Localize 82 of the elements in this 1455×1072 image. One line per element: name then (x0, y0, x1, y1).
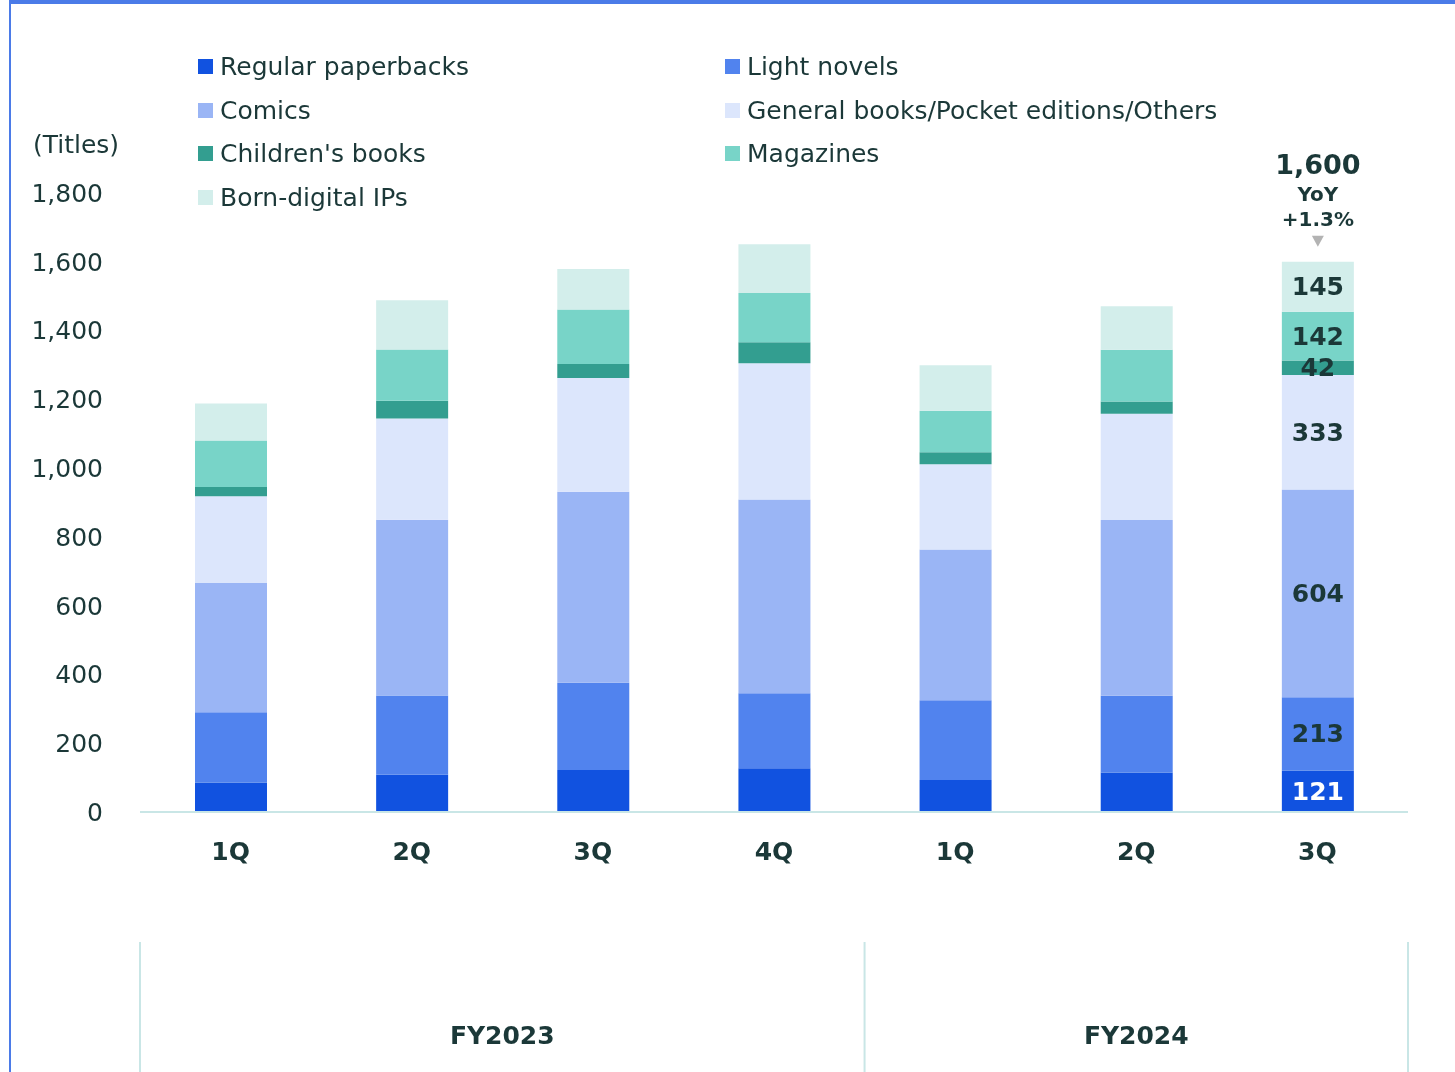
data-label: 145 (1291, 272, 1344, 302)
bar (738, 693, 811, 769)
bar (557, 378, 630, 492)
bar (1100, 401, 1173, 414)
x-tick-label: 3Q (573, 836, 613, 866)
bar (195, 440, 267, 488)
bar (195, 782, 267, 812)
bar (1100, 520, 1173, 696)
x-tick-label: 2Q (392, 836, 432, 866)
bar (919, 549, 992, 701)
x-tick-label: 1Q (211, 836, 250, 866)
data-label: 333 (1291, 417, 1344, 447)
data-label: 213 (1291, 719, 1344, 749)
legend-label: Regular paperbacks (220, 52, 469, 82)
legend-label: Comics (220, 95, 311, 125)
text: FY2023 (449, 1020, 555, 1050)
bar (919, 410, 992, 453)
x-tick-label: 2Q (1116, 836, 1156, 866)
data-label: 604 (1291, 578, 1344, 608)
y-tick-label: 600 (55, 591, 103, 621)
bar (1281, 374, 1354, 490)
bar (557, 770, 630, 812)
y-tick-label: 1,200 (31, 385, 103, 415)
bar (195, 582, 267, 713)
text: FY2024 (1083, 1020, 1189, 1050)
legend-label: Born-digital IPs (220, 182, 408, 212)
y-tick-label: 0 (87, 797, 103, 827)
bar (738, 499, 811, 694)
bar (1100, 772, 1173, 812)
bar (1100, 306, 1173, 350)
y-tick-label: 1,600 (31, 247, 103, 277)
y-tick-label: 400 (55, 660, 103, 690)
total-label: 1,600 (1275, 149, 1361, 181)
bar (738, 768, 811, 812)
bar (1281, 489, 1354, 698)
bar (376, 400, 449, 419)
y-axis-title: (Titles) (33, 130, 120, 159)
annotation: +1.3% (1281, 206, 1354, 231)
bar (376, 695, 449, 775)
bar (557, 363, 630, 379)
legend-label: General books/Pocket editions/Others (747, 95, 1218, 125)
bar (376, 774, 449, 812)
annotation: YoY (1296, 181, 1339, 206)
bar (376, 300, 449, 350)
x-tick-label: 1Q (935, 836, 975, 866)
bar (376, 349, 449, 401)
bar (557, 682, 630, 771)
bar (376, 418, 449, 520)
legend-label: Magazines (747, 139, 880, 169)
bar (195, 487, 267, 497)
data-label: 121 (1291, 776, 1344, 806)
data-label: 142 (1291, 321, 1344, 351)
bar (195, 403, 267, 441)
bar (1281, 697, 1354, 771)
bar (557, 269, 630, 310)
data-label: 42 (1300, 353, 1336, 383)
legend-label: Children's books (220, 139, 426, 169)
bar (919, 700, 992, 781)
bar (557, 491, 630, 683)
bar (1100, 349, 1173, 402)
x-tick-label: 3Q (1298, 836, 1337, 866)
bar (919, 780, 992, 812)
bar (557, 309, 630, 364)
bar (1100, 695, 1173, 773)
bar (919, 452, 992, 465)
bar (738, 342, 811, 364)
bar (195, 496, 267, 583)
y-tick-label: 200 (55, 729, 103, 759)
y-tick-label: 800 (55, 522, 103, 552)
bar (195, 712, 267, 783)
bar (376, 519, 449, 696)
y-tick-label: 1,400 (31, 316, 103, 346)
y-tick-label: 1,000 (31, 453, 103, 483)
bar (919, 365, 992, 411)
x-tick-label: 4Q (754, 836, 794, 866)
y-tick-label: 1,800 (31, 178, 103, 208)
bar (1100, 413, 1173, 521)
bar (738, 244, 811, 294)
bar (738, 293, 811, 343)
legend-label: Light novels (747, 52, 899, 82)
bar (919, 464, 992, 550)
bar (738, 363, 811, 500)
